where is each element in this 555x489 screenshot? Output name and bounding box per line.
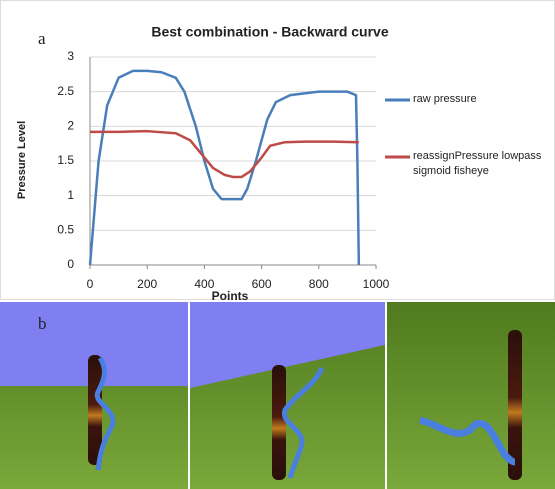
x-tick-label: 600 — [252, 277, 272, 291]
pole — [88, 355, 102, 465]
chart-title: Best combination - Backward curve — [151, 24, 389, 40]
legend-label: reassignPressure lowpass sigmoid fisheye — [413, 150, 542, 177]
x-tick-label: 1000 — [363, 277, 390, 291]
plot: 0 0.5 1 1.5 2 2.5 3 0 200 400 600 800 1000 raw pressu… — [57, 49, 542, 291]
line — [90, 129, 359, 179]
panel-label: b — [38, 314, 47, 333]
tube — [419, 416, 516, 466]
y-tick-label: 1.5 — [57, 153, 74, 167]
x-tick-label: 200 — [137, 277, 157, 291]
grass — [387, 302, 555, 489]
legend-entry: raw pressure — [413, 93, 477, 105]
tube — [94, 356, 116, 471]
pole — [508, 330, 522, 480]
x-axis-label: Points — [212, 289, 249, 303]
y-tick-label: 0.5 — [57, 223, 74, 237]
image-panel — [0, 302, 188, 489]
line — [88, 69, 361, 266]
x-tick-label: 400 — [194, 277, 214, 291]
tube — [282, 366, 325, 479]
legend-entry: reassignPressure lowpass sigmoid fisheye — [413, 150, 542, 177]
legend-label: raw pressure — [413, 93, 477, 105]
x-tick-label: 0 — [87, 277, 94, 291]
y-tick-label: 2.5 — [57, 84, 74, 98]
y-tick-label: 3 — [67, 49, 74, 63]
y-tick-label: 1 — [67, 188, 74, 202]
sky — [190, 302, 385, 388]
y-tick-label: 2 — [67, 119, 74, 133]
pole — [272, 365, 286, 480]
panel-label: a — [38, 29, 46, 48]
image-panel — [387, 302, 555, 489]
y-tick-label: 0 — [67, 257, 74, 271]
chart-frame — [0, 0, 555, 300]
image-panel — [190, 302, 385, 489]
x-tick-label: 800 — [309, 277, 329, 291]
y-axis-label: Pressure Level — [16, 121, 28, 199]
